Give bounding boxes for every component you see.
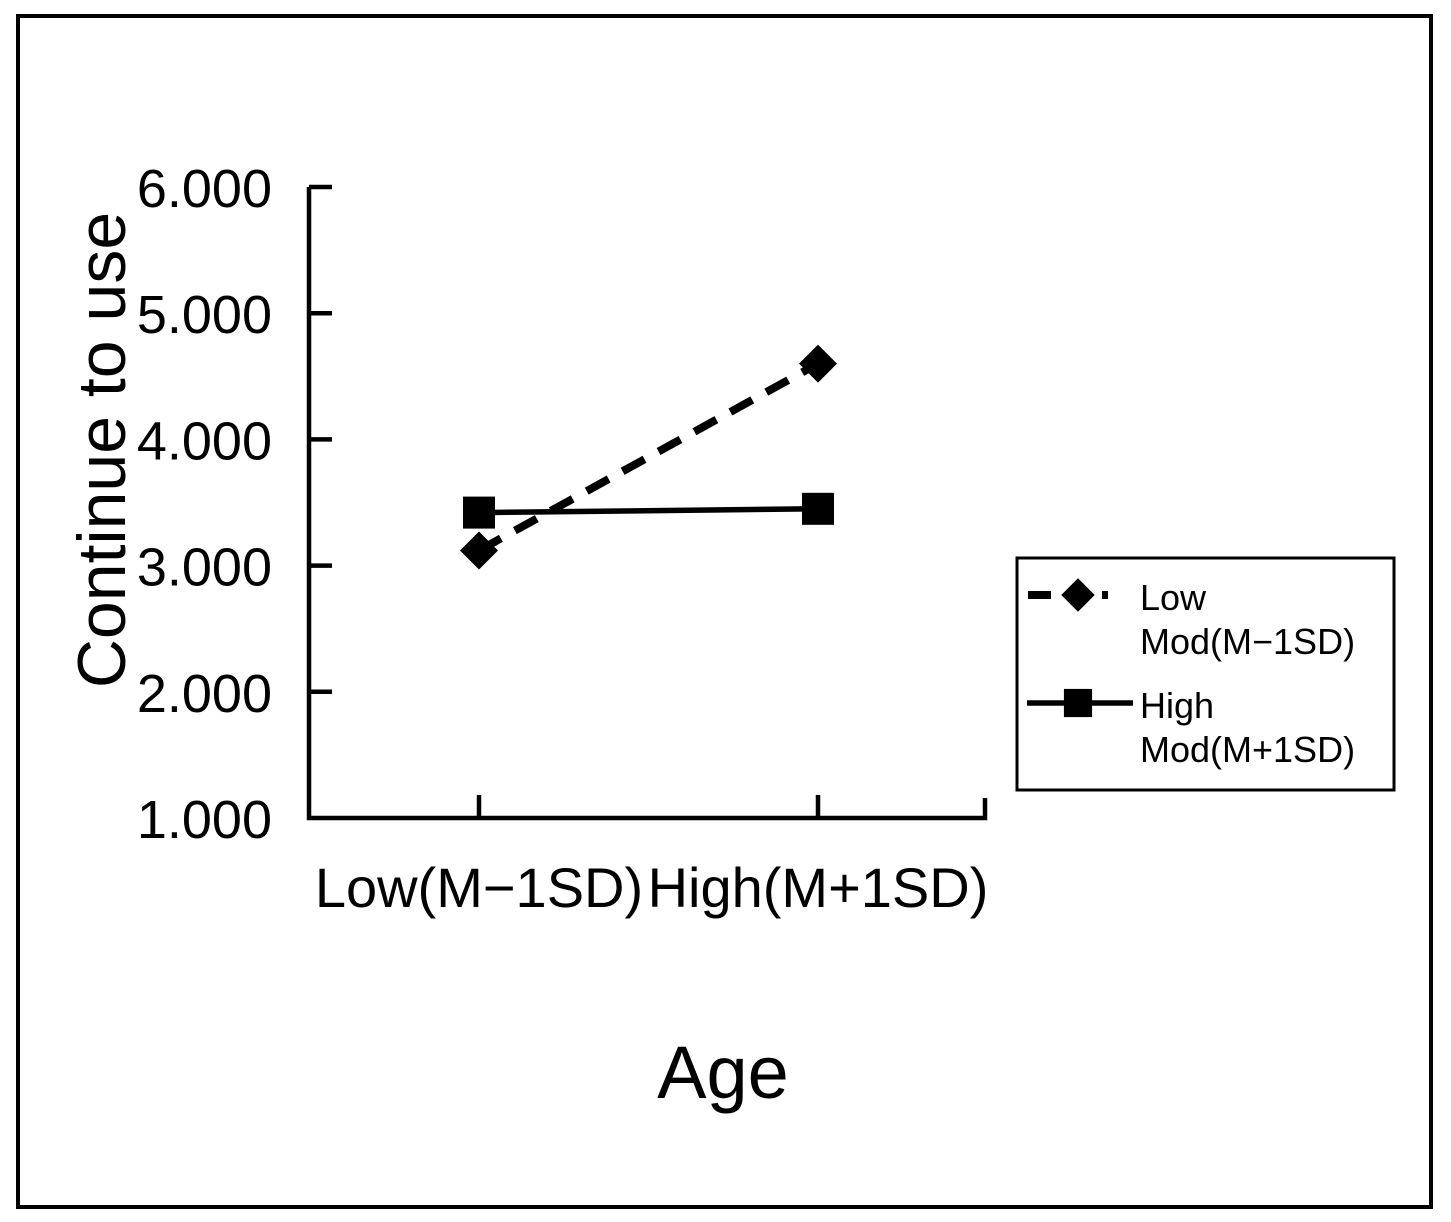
legend-label-line1: Low (1140, 577, 1207, 618)
marker-square-s1-p0 (463, 496, 495, 529)
legend-label-line2: Mod(M−1SD) (1140, 621, 1355, 662)
series-line-1 (478, 506, 819, 516)
legend-marker-square (1063, 688, 1093, 718)
x-tick-label: High(M+1SD) (648, 856, 989, 919)
y-tick-label: 1.000 (137, 790, 272, 850)
axis-lines (306, 187, 988, 821)
series-line-0 (477, 360, 820, 554)
y-tick-label: 4.000 (137, 411, 272, 471)
y-axis-title: Continue to use (64, 212, 140, 688)
marker-diamond-s0-p1 (799, 344, 837, 383)
x-axis-title: Age (657, 1031, 789, 1114)
y-tick-label: 5.000 (137, 285, 272, 345)
y-tick-label: 2.000 (137, 664, 272, 724)
legend-label-line1: High (1140, 685, 1214, 726)
y-tick-label: 3.000 (137, 538, 272, 598)
marker-square-s1-p1 (802, 492, 834, 525)
y-tick-label: 6.000 (137, 159, 272, 219)
legend-label-line2: Mod(M+1SD) (1140, 729, 1355, 770)
legend-marker-diamond (1061, 578, 1095, 612)
x-tick-label: Low(M−1SD) (315, 856, 643, 919)
marker-diamond-s0-p0 (460, 531, 498, 570)
